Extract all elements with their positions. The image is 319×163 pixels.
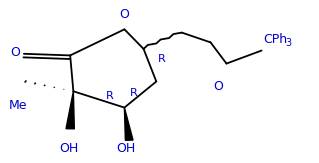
Polygon shape (124, 108, 133, 140)
Text: OH: OH (116, 142, 136, 155)
Text: O: O (120, 8, 129, 21)
Polygon shape (66, 91, 74, 129)
Text: O: O (214, 80, 223, 93)
Text: R: R (158, 54, 166, 65)
Text: OH: OH (59, 142, 78, 155)
Text: Me: Me (9, 99, 27, 112)
Text: 3: 3 (285, 38, 291, 48)
Text: R: R (106, 91, 113, 101)
Text: CPh: CPh (263, 33, 287, 46)
Text: O: O (10, 46, 20, 59)
Text: R: R (130, 88, 138, 98)
